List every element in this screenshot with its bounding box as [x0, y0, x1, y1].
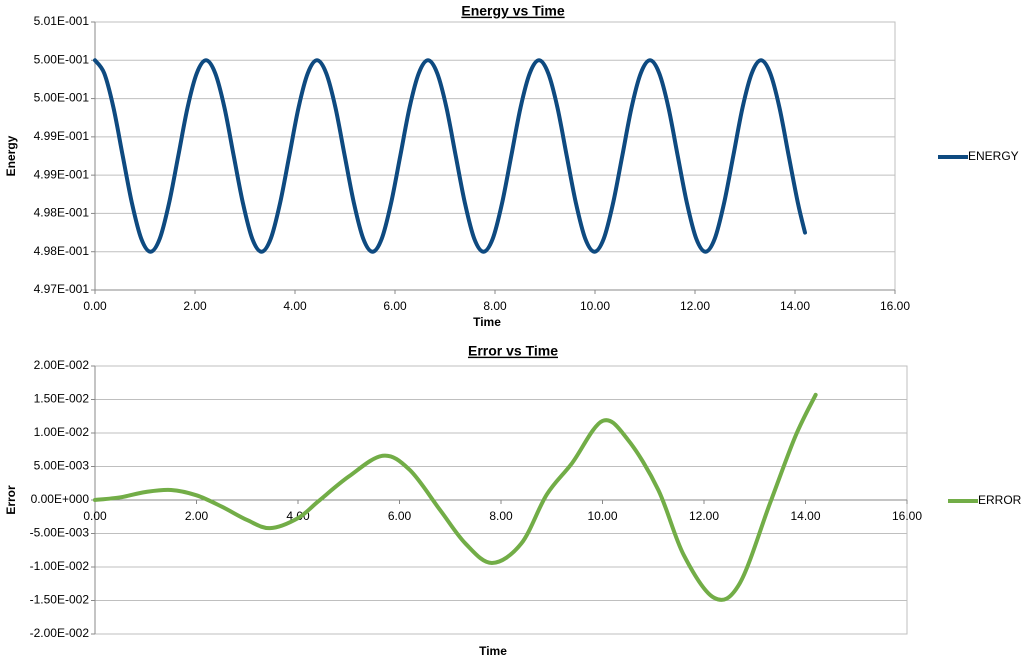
y-tick-label: 0.00E+000	[31, 492, 90, 506]
x-tick-label: 10.00	[587, 509, 617, 523]
y-tick-label: 4.97E-001	[34, 282, 90, 296]
x-tick-label: 2.00	[183, 299, 207, 313]
x-tick-label: 10.00	[580, 299, 610, 313]
x-tick-label: 8.00	[483, 299, 507, 313]
y-tick-label: 5.00E-003	[34, 459, 90, 473]
legend-label: ERROR	[978, 493, 1022, 507]
x-axis-title: Time	[473, 315, 501, 329]
y-tick-label: -1.00E-002	[30, 559, 90, 573]
x-tick-label: 16.00	[880, 299, 910, 313]
chart-title: Error vs Time	[468, 343, 558, 359]
x-tick-label: 6.00	[388, 509, 412, 523]
x-tick-label: 0.00	[83, 299, 107, 313]
y-tick-label: 5.00E-001	[34, 91, 90, 105]
y-tick-label: 5.01E-001	[34, 14, 90, 28]
data-line	[93, 58, 807, 254]
y-tick-label: 2.00E-002	[34, 358, 90, 372]
x-tick-label: 14.00	[780, 299, 810, 313]
chart-title: Energy vs Time	[461, 3, 564, 19]
y-tick-label: 4.98E-001	[34, 206, 90, 220]
y-tick-label: 4.99E-001	[34, 167, 90, 181]
y-tick-label: 4.99E-001	[34, 129, 90, 143]
x-tick-label: 6.00	[383, 299, 407, 313]
x-tick-label: 14.00	[790, 509, 820, 523]
x-tick-label: 0.00	[83, 509, 107, 523]
y-tick-label: 1.50E-002	[34, 392, 90, 406]
y-tick-label: 1.00E-002	[34, 425, 90, 439]
x-tick-label: 12.00	[680, 299, 710, 313]
y-tick-label: 5.00E-001	[34, 52, 90, 66]
y-tick-label: -5.00E-003	[30, 526, 90, 540]
y-axis-title: Energy	[4, 135, 18, 176]
x-tick-label: 4.00	[283, 299, 307, 313]
x-tick-label: 8.00	[489, 509, 513, 523]
legend-label: ENERGY	[968, 149, 1019, 163]
x-tick-label: 16.00	[892, 509, 922, 523]
plot-area	[94, 21, 896, 291]
data-line	[93, 392, 818, 602]
y-tick-label: 4.98E-001	[34, 244, 90, 258]
x-tick-label: 12.00	[689, 509, 719, 523]
y-axis-title: Error	[4, 485, 18, 515]
x-tick-label: 2.00	[185, 509, 209, 523]
y-tick-label: -1.50E-002	[30, 593, 90, 607]
x-axis-title: Time	[479, 644, 507, 658]
y-tick-label: -2.00E-002	[30, 626, 90, 640]
